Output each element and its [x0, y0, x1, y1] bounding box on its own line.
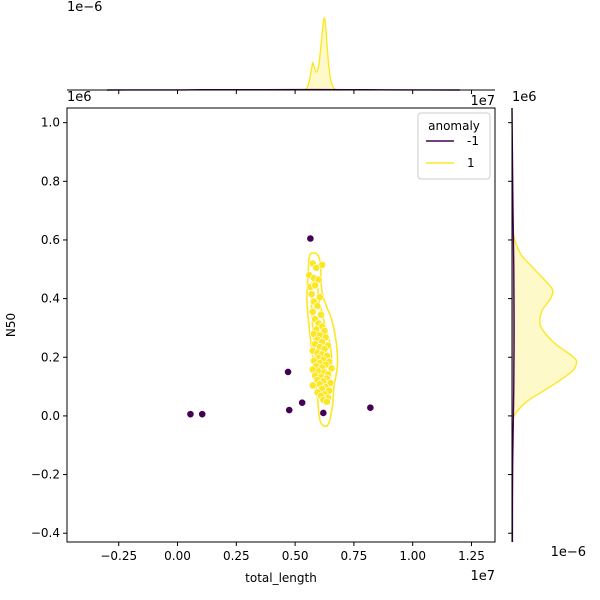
- x-tick-label: 0.25: [223, 549, 250, 563]
- x-tick-label: 0.50: [282, 549, 309, 563]
- x-axis-ticks: −0.25 0.00 0.25 0.50 0.75 1.00 1.25: [100, 542, 485, 563]
- right-marginal-ticks: [508, 122, 512, 534]
- scatter-point-normal: [315, 293, 324, 302]
- legend: anomaly -1 1: [417, 112, 491, 180]
- y-tick-label: −0.4: [31, 526, 60, 540]
- scatter-point-normal: [312, 263, 321, 272]
- scatter-point-anomaly: [319, 409, 328, 417]
- y-tick-label: −0.2: [31, 468, 60, 482]
- x-tick-label: 0.00: [164, 549, 191, 563]
- y-tick-label: 1.0: [41, 116, 60, 130]
- top-marginal-multiplier-label: 1e−6: [67, 0, 102, 15]
- scatter-point-anomaly: [306, 234, 315, 243]
- y-multiplier-label: 1e6: [67, 90, 92, 105]
- scatter-point-normal: [308, 381, 317, 390]
- scatter-point-normal: [313, 302, 322, 310]
- y-tick-label: 0.2: [41, 350, 60, 364]
- scatter-point-normal: [311, 281, 319, 290]
- top-marginal-x-multiplier-label: 1e7: [470, 94, 495, 109]
- top-kde-line-normal: [304, 17, 338, 91]
- contour-line-outer: [306, 252, 339, 428]
- right-kde-line-anomaly: [511, 107, 515, 543]
- scatter-point-normal: [317, 310, 325, 319]
- scatter-point-anomaly: [186, 410, 195, 419]
- y-tick-label: 0.6: [41, 233, 60, 247]
- scatter-point-anomaly: [298, 398, 307, 407]
- top-marginal-lines: [106, 17, 460, 91]
- right-kde-line-normal: [511, 225, 578, 431]
- legend-entry-label: -1: [467, 134, 479, 148]
- right-marginal-lines: [511, 107, 578, 543]
- top-marginal-ticks: [118, 90, 472, 94]
- right-marginal-fills: [512, 108, 577, 542]
- scatter-point-normal: [307, 290, 316, 299]
- top-marginal-fills: [107, 17, 460, 90]
- x-axis-label: total_length: [245, 571, 317, 585]
- scatter-point-anomaly: [198, 410, 207, 419]
- main-plot: −0.25 0.00 0.25 0.50 0.75 1.00 1.25 −0.4 −0.2 0.…: [4, 90, 496, 585]
- scatter-points: [186, 234, 375, 419]
- legend-entries: -1 1: [426, 134, 479, 170]
- y-tick-label: 0.4: [41, 292, 60, 306]
- y-axis-ticks: −0.4 −0.2 0.0 0.2 0.4 0.6 0.8 1.0: [31, 116, 67, 540]
- x-multiplier-label: 1e7: [470, 569, 495, 584]
- scatter-point-normal: [308, 307, 317, 316]
- x-tick-label: 1.25: [458, 549, 485, 563]
- scatter-point-anomaly: [285, 406, 294, 414]
- scatter-point-normal: [314, 275, 323, 284]
- right-marginal: 1e6 1e−6: [508, 90, 586, 560]
- scatter-point-normal: [327, 364, 336, 373]
- y-axis-label: N50: [4, 313, 18, 337]
- legend-entry-label: 1: [467, 156, 475, 170]
- scatter-point-normal: [322, 397, 331, 406]
- legend-title: anomaly: [428, 119, 480, 133]
- top-marginal: 1e−6 1e7: [67, 0, 495, 109]
- x-tick-label: 0.75: [341, 549, 368, 563]
- right-marginal-multiplier-label: 1e6: [512, 90, 537, 105]
- plot-frame: [66, 107, 496, 543]
- scatter-point-anomaly: [366, 403, 375, 412]
- right-marginal-x-multiplier-label: 1e−6: [551, 545, 586, 560]
- y-tick-label: 0.0: [41, 409, 60, 423]
- x-tick-label: 1.00: [399, 549, 426, 563]
- x-tick-label: −0.25: [100, 549, 137, 563]
- scatter-point-anomaly: [284, 368, 292, 376]
- y-tick-label: 0.8: [41, 174, 60, 188]
